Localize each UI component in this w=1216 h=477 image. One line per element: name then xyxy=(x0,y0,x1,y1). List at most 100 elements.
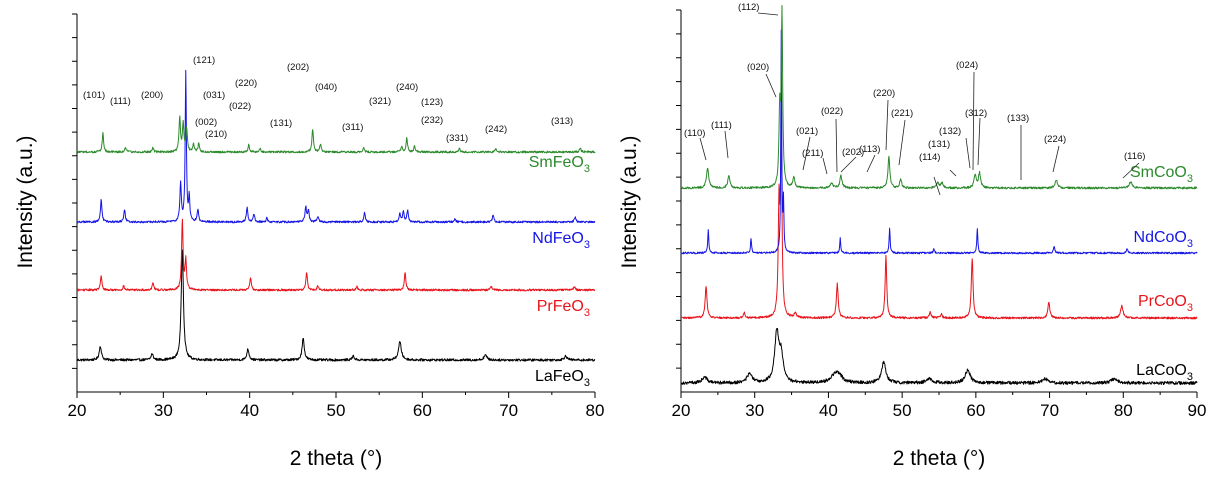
right-panel: 20 30 40 50 60 70 80 90 Intensity (a.u.) 2 thet… xyxy=(618,2,1206,470)
left-annotations: (101) (111) (200) (121) (002) (210) (031… xyxy=(83,55,573,144)
series-line-smfeo3 xyxy=(76,115,596,154)
peak-label: (220) xyxy=(235,78,257,89)
right-y-ticks xyxy=(676,9,681,369)
left-panel: 20 30 40 50 60 70 80 Intensity (a.u.) 2 theta … xyxy=(14,13,605,470)
left-series-label-prfeo3: PrFeO3 xyxy=(537,298,590,319)
series-line-smcoo3 xyxy=(680,4,1198,190)
right-series-label-smcoo3: SmCoO3 xyxy=(1130,164,1193,185)
peak-label: (313) xyxy=(551,116,573,127)
peak-label: (111) xyxy=(711,120,732,131)
x-tick-label: 40 xyxy=(240,401,259,420)
leader-line xyxy=(977,117,981,166)
left-plot-area: 20 30 40 50 60 70 80 xyxy=(68,13,605,420)
right-x-axis-title: 2 theta (°) xyxy=(893,447,985,470)
peak-label: (110) xyxy=(684,128,705,139)
peak-label: (113) xyxy=(859,144,880,155)
peak-label: (220) xyxy=(873,88,895,99)
right-x-ticks: 20 30 40 50 60 70 80 90 xyxy=(672,392,1207,420)
left-y-axis-title: Intensity (a.u.) xyxy=(14,135,37,268)
x-tick-label: 80 xyxy=(586,401,605,420)
peak-label: (211) xyxy=(802,148,823,159)
right-traces xyxy=(680,4,1198,386)
series-line-ndfeo3 xyxy=(76,69,596,224)
peak-label: (242) xyxy=(485,124,507,135)
peak-label: (123) xyxy=(421,97,443,108)
leader-line xyxy=(1122,162,1140,179)
right-annotations: (112) (020) (110) (111) (021) (211) (022… xyxy=(684,2,1145,163)
x-tick-label: 60 xyxy=(966,401,985,420)
peak-label: (022) xyxy=(821,106,843,117)
leader-line xyxy=(965,137,971,169)
leader-line xyxy=(1052,145,1060,173)
right-series-label-lacoo3: LaCoO3 xyxy=(1136,362,1193,383)
peak-label: (202) xyxy=(287,62,309,73)
peak-label: (312) xyxy=(965,108,987,119)
right-series-label-prcoo3: PrCoO3 xyxy=(1138,293,1193,314)
series-line-lacoo3 xyxy=(680,328,1198,386)
right-y-axis-title: Intensity (a.u.) xyxy=(618,135,641,268)
leader-line xyxy=(765,73,777,98)
leader-line xyxy=(933,176,941,196)
x-tick-label: 70 xyxy=(1040,401,1059,420)
peak-label: (132) xyxy=(939,126,961,137)
peak-label: (311) xyxy=(342,122,363,133)
peak-label: (321) xyxy=(369,96,391,107)
leader-line xyxy=(802,136,811,171)
x-tick-label: 80 xyxy=(1114,401,1133,420)
peak-label: (101) xyxy=(83,90,105,101)
peak-label: (224) xyxy=(1044,134,1066,145)
leader-line xyxy=(972,71,975,171)
leader-line xyxy=(724,130,729,159)
leader-line xyxy=(885,99,889,151)
peak-label: (020) xyxy=(747,62,769,73)
peak-label: (112) xyxy=(738,2,759,13)
leader-line xyxy=(898,119,906,166)
leader-line xyxy=(949,169,957,177)
peak-label: (131) xyxy=(928,139,950,150)
peak-label: (040) xyxy=(315,82,337,93)
x-tick-label: 30 xyxy=(154,401,173,420)
peak-label: (131) xyxy=(270,118,292,129)
peak-label: (121) xyxy=(193,55,215,66)
right-series-label-ndcoo3: NdCoO3 xyxy=(1134,229,1193,250)
x-tick-label: 90 xyxy=(1188,401,1207,420)
left-x-ticks: 20 30 40 50 60 70 80 xyxy=(68,392,605,420)
series-line-prfeo3 xyxy=(76,218,596,292)
series-line-lafeo3 xyxy=(76,249,596,362)
left-x-axis-title: 2 theta (°) xyxy=(290,447,382,470)
right-annotation-leaders xyxy=(699,12,1140,196)
left-series-label-ndfeo3: NdFeO3 xyxy=(532,230,590,251)
series-line-prcoo3 xyxy=(680,130,1198,320)
leader-line xyxy=(699,137,707,161)
leader-line xyxy=(840,156,857,173)
x-tick-label: 50 xyxy=(893,401,912,420)
x-tick-label: 70 xyxy=(499,401,518,420)
x-tick-label: 20 xyxy=(672,401,691,420)
peak-label: (331) xyxy=(446,133,468,144)
peak-label: (210) xyxy=(205,129,227,140)
peak-label: (002) xyxy=(195,117,217,128)
leader-line xyxy=(835,118,838,173)
peak-label: (021) xyxy=(796,126,818,137)
leader-line xyxy=(866,154,876,173)
left-y-ticks xyxy=(72,13,77,369)
peak-label: (114) xyxy=(919,152,940,163)
peak-label: (133) xyxy=(1007,113,1029,124)
peak-label: (240) xyxy=(396,82,418,93)
leader-line xyxy=(822,157,828,175)
right-plot-area: 20 30 40 50 60 70 80 90 xyxy=(672,4,1207,420)
x-tick-label: 30 xyxy=(745,401,764,420)
peak-label: (200) xyxy=(141,90,163,101)
left-series-label-smfeo3: SmFeO3 xyxy=(529,154,590,175)
peak-label: (111) xyxy=(110,96,131,107)
x-tick-label: 50 xyxy=(327,401,346,420)
x-tick-label: 20 xyxy=(68,401,87,420)
peak-label: (116) xyxy=(1124,151,1145,162)
left-traces xyxy=(76,69,596,362)
left-series-label-lafeo3: LaFeO3 xyxy=(535,368,590,389)
x-tick-label: 40 xyxy=(819,401,838,420)
peak-label: (022) xyxy=(229,101,251,112)
peak-label: (232) xyxy=(421,115,443,126)
x-tick-label: 60 xyxy=(413,401,432,420)
